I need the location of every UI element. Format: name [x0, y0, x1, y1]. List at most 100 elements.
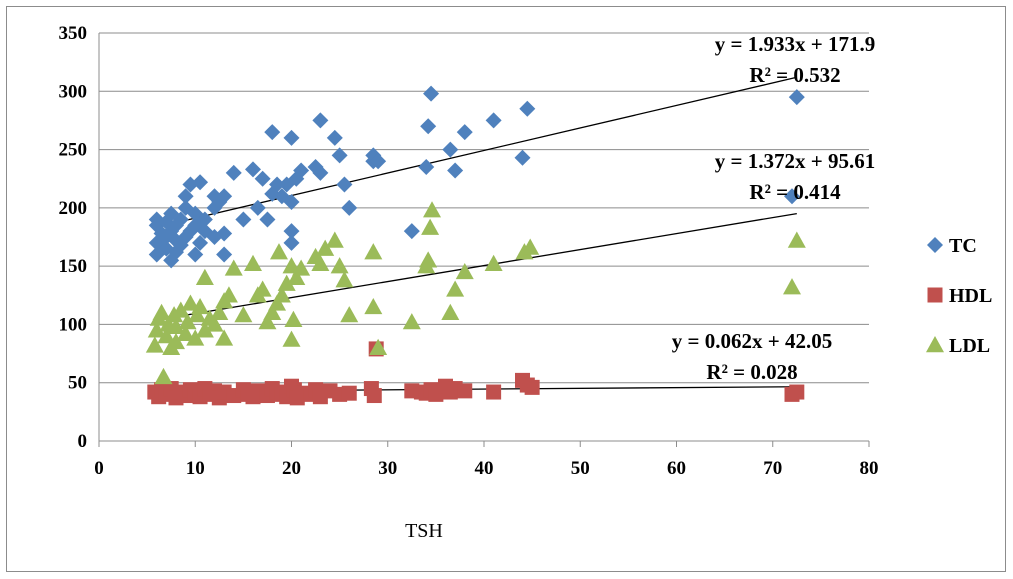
ldl-point — [171, 301, 190, 318]
tc-point — [336, 176, 353, 193]
ldl-point — [272, 286, 291, 303]
tc-point — [293, 162, 310, 179]
tc-point — [283, 223, 300, 240]
ldl-point — [176, 324, 195, 341]
trend-equation-ldl: y = 1.372x + 95.61 — [715, 149, 875, 173]
ldl-point — [364, 297, 383, 315]
ldl-point — [521, 238, 540, 255]
ldl-point — [154, 367, 173, 385]
tc-point — [235, 211, 252, 228]
tc-point — [216, 188, 233, 205]
tc-point — [225, 164, 242, 181]
ldl-point — [484, 254, 503, 272]
tc-point — [245, 161, 261, 178]
ldl-point — [224, 259, 243, 276]
legend-marker-ldl — [926, 336, 944, 353]
hdl-point — [486, 384, 502, 400]
ldl-point — [188, 306, 207, 323]
trend-equation-hdl: y = 0.062x + 42.05 — [672, 329, 832, 353]
y-tick-label: 0 — [78, 431, 88, 452]
ldl-point — [446, 280, 465, 297]
ldl-point — [186, 329, 205, 346]
tc-point — [788, 89, 805, 106]
tc-point — [784, 188, 800, 205]
y-tick-label: 250 — [59, 140, 88, 161]
ldl-point — [340, 306, 359, 323]
trend-r2-hdl: R² = 0.028 — [706, 360, 797, 384]
x-tick-label: 80 — [860, 458, 879, 479]
trend-equation-tc: y = 1.933x + 171.9 — [715, 32, 875, 56]
legend-label-hdl: HDL — [949, 285, 992, 307]
series-hdl — [147, 341, 805, 406]
ldl-point — [210, 303, 229, 320]
tc-point — [172, 211, 189, 228]
tc-point — [370, 153, 387, 170]
ldl-point — [783, 278, 801, 295]
ldl-point — [195, 268, 214, 285]
tc-point — [514, 149, 531, 166]
ldl-point — [284, 310, 303, 327]
series-tc — [148, 85, 805, 269]
tc-point — [420, 118, 437, 135]
ldl-point — [292, 259, 311, 276]
x-tick-label: 70 — [763, 458, 782, 479]
tc-point — [519, 100, 536, 117]
hdl-point — [524, 379, 540, 395]
ldl-point — [311, 254, 330, 272]
ldl-point — [263, 303, 282, 320]
tc-point — [423, 85, 440, 102]
ldl-point — [455, 262, 474, 280]
x-tick-label: 30 — [378, 458, 397, 479]
hdl-point — [789, 384, 805, 400]
ldl-point — [364, 243, 383, 260]
ldl-point — [191, 297, 210, 315]
scatter-chart: 0 50 100 150 200 250 300 350 0 10 20 30 40 50 60 70 80 y… — [59, 23, 993, 542]
tc-point — [264, 124, 281, 141]
ldl-point — [157, 327, 176, 344]
x-tick-label: 10 — [186, 458, 205, 479]
tc-point — [326, 129, 343, 146]
y-tick-label: 100 — [59, 314, 88, 335]
ldl-point — [234, 306, 253, 323]
ldl-point — [178, 313, 197, 330]
ldl-point — [441, 303, 460, 320]
ldl-point — [325, 231, 344, 248]
tc-point — [312, 112, 329, 129]
ldl-point — [152, 303, 171, 320]
ldl-point — [402, 313, 421, 330]
tc-point — [216, 225, 233, 242]
legend-marker-hdl — [927, 287, 943, 303]
tc-point — [283, 129, 300, 146]
ldl-point — [277, 274, 296, 291]
hdl-point — [457, 383, 473, 399]
legend-marker-tc — [927, 237, 943, 253]
chart-frame: 0 50 100 150 200 250 300 350 0 10 20 30 40 50 60 70 80 y… — [6, 6, 1006, 572]
ldl-point — [369, 338, 388, 355]
trendline-tc — [156, 76, 797, 228]
trend-r2-ldl: R² = 0.414 — [749, 180, 841, 204]
tc-point — [312, 164, 329, 181]
tc-point — [331, 147, 348, 164]
y-tick-label: 50 — [68, 373, 87, 394]
ldl-point — [258, 313, 277, 330]
ldl-point — [181, 294, 200, 311]
x-tick-label: 20 — [282, 458, 301, 479]
ldl-point — [167, 317, 185, 334]
tc-point — [341, 199, 358, 216]
legend-label-tc: TC — [949, 235, 977, 257]
axes — [98, 33, 870, 447]
ldl-point — [147, 321, 166, 338]
ldl-point — [419, 251, 438, 268]
tc-point — [259, 211, 276, 228]
tc-point — [158, 240, 175, 257]
tc-point — [196, 211, 213, 228]
tc-point — [177, 188, 194, 205]
x-tick-label: 0 — [94, 458, 104, 479]
ldl-point — [205, 315, 224, 332]
ldl-point — [219, 286, 238, 303]
tc-point — [187, 246, 204, 263]
tc-point — [447, 162, 464, 179]
ldl-point — [269, 243, 288, 260]
tc-point — [254, 170, 271, 187]
ldl-point — [421, 218, 440, 235]
